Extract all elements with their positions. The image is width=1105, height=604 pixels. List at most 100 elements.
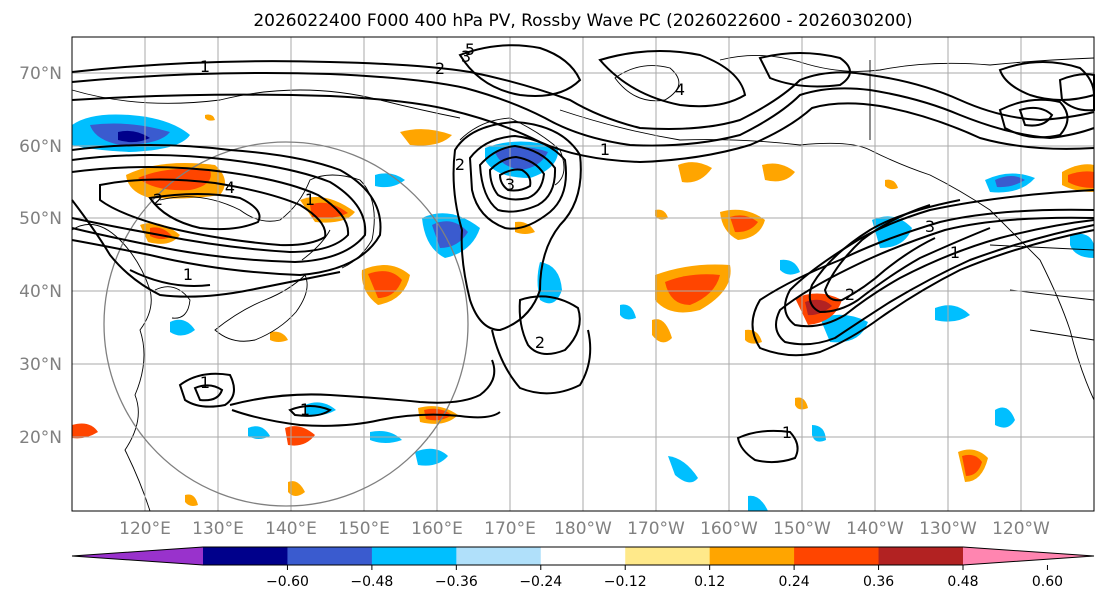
pv-contour-line (458, 44, 582, 97)
pv-contour-line (71, 144, 382, 277)
contour-label: 4 (675, 80, 685, 99)
contour-label: 1 (200, 57, 210, 76)
pv-contour-line (758, 52, 851, 88)
neg-anomaly-patch (995, 176, 1025, 188)
lon-label: 170°E (484, 519, 536, 539)
lat-label: 40°N (19, 282, 62, 302)
colorbar-tick-label: 0.36 (863, 574, 894, 590)
pos-anomaly-patch (288, 481, 305, 496)
pv-contour-line (99, 178, 327, 247)
lon-label: 140°W (846, 519, 904, 539)
pv-contour-line (193, 384, 224, 402)
pos-anomaly-patch (655, 209, 668, 220)
pv-contour-line (288, 405, 332, 417)
pv-contour-line (229, 359, 496, 406)
contour-label: 2 (455, 155, 465, 174)
pv-contours (71, 44, 1096, 464)
pv-contour-line (808, 199, 991, 314)
contour-label: 1 (305, 190, 315, 209)
contour-label: 4 (225, 178, 235, 197)
colorbar-segment (203, 547, 288, 565)
pv-contour-line (71, 72, 1095, 147)
contour-label: 1 (183, 265, 193, 284)
neg-anomaly-patch (375, 173, 405, 188)
pos-anomaly-patch (652, 319, 672, 343)
pv-contour-line (129, 269, 211, 287)
lat-label: 60°N (19, 137, 62, 157)
pv-contour-line (488, 155, 546, 201)
pos-anomaly-patch (730, 215, 758, 233)
pos-anomaly-patch (310, 202, 348, 218)
neg-anomaly-patch (780, 259, 800, 275)
colorbar-tick-label: 0.60 (1032, 574, 1063, 590)
pv-contour-line (491, 329, 592, 395)
pv-contour-line (148, 193, 261, 231)
pv-contour-line (71, 93, 1095, 164)
pos-anomaly-patch (205, 114, 215, 121)
pos-anomaly-patch (72, 423, 98, 439)
colorbar-segment (878, 547, 964, 565)
coastlines (71, 55, 1095, 512)
colorbar-segment (456, 547, 542, 565)
colorbar-tick-label: −0.48 (350, 574, 393, 590)
pv-contour-line (998, 98, 1069, 139)
colorbar-tick-label: 0.24 (779, 574, 810, 590)
lon-label: 120°W (992, 519, 1050, 539)
pv-contour-line (478, 144, 557, 213)
neg-anomaly-patch (170, 319, 195, 336)
contour-label: 1 (950, 243, 960, 262)
pos-anomaly-patch (515, 221, 535, 234)
lat-label: 20°N (19, 428, 62, 448)
pv-contour-line (468, 134, 567, 230)
contour-label: 1 (200, 373, 210, 392)
contour-label: 2 (845, 285, 855, 304)
pos-anomaly-patch (665, 274, 720, 305)
pos-anomaly-patch (762, 163, 795, 182)
lon-label: 150°E (338, 519, 390, 539)
pv-contour-line (751, 208, 1095, 357)
pv-contour-line (452, 120, 582, 332)
pos-anomaly-patch (885, 179, 898, 190)
colorbar-segment (709, 547, 795, 565)
lon-label: 140°E (265, 519, 317, 539)
contour-labels: 1 2 3 4 5 1 2 1 4 1 2 3 2 3 1 2 1 1 1 (153, 40, 960, 442)
colorbar-segment (625, 547, 711, 565)
neg-anomaly-patch (935, 305, 970, 322)
pos-anomaly-patch (678, 162, 712, 183)
colorbar-tick-label: 0.12 (694, 574, 725, 590)
lon-label: 130°E (192, 519, 244, 539)
gridlines (72, 37, 1094, 511)
pv-contour-line (598, 50, 747, 108)
pos-anomaly-patch (962, 454, 982, 476)
colorbar-tick-label: −0.24 (519, 574, 562, 590)
contour-label: 5 (465, 40, 475, 59)
contour-label: 1 (782, 423, 792, 442)
pv-contour-line (1018, 106, 1054, 127)
colorbar-tick-label: 0.48 (947, 574, 978, 590)
lon-label: 180°W (554, 519, 612, 539)
contour-label: 3 (461, 47, 471, 66)
colorbar-outline (71, 546, 1095, 566)
neg-anomaly-patch (668, 456, 698, 483)
pv-contour-line (71, 154, 367, 264)
contour-label: 2 (435, 59, 445, 78)
longitude-labels: 120°E 130°E 140°E 150°E 160°E 170°E 180°… (119, 519, 1050, 539)
pv-contour-line (71, 60, 1095, 130)
lon-label: 170°W (627, 519, 685, 539)
colorbar-tick-label: −0.12 (604, 574, 647, 590)
colorbar-segment (371, 547, 457, 565)
neg-anomaly-patch (415, 448, 448, 466)
lon-label: 120°E (119, 519, 171, 539)
lon-label: 160°W (700, 519, 758, 539)
neg-anomaly-patch (248, 426, 270, 439)
pos-anomaly-patch (285, 426, 315, 446)
pos-anomaly-patch (1068, 171, 1094, 188)
contour-label: 2 (153, 190, 163, 209)
neg-anomaly-patch (748, 495, 768, 511)
lat-label: 30°N (19, 355, 62, 375)
pv-contour-line (736, 429, 799, 464)
pos-anomaly-patch (400, 129, 452, 146)
figure-title: 2026022400 F000 400 hPa PV, Rossby Wave … (253, 11, 912, 31)
colorbar-segment (794, 547, 880, 565)
colorbar-tick-label: −0.60 (266, 574, 309, 590)
